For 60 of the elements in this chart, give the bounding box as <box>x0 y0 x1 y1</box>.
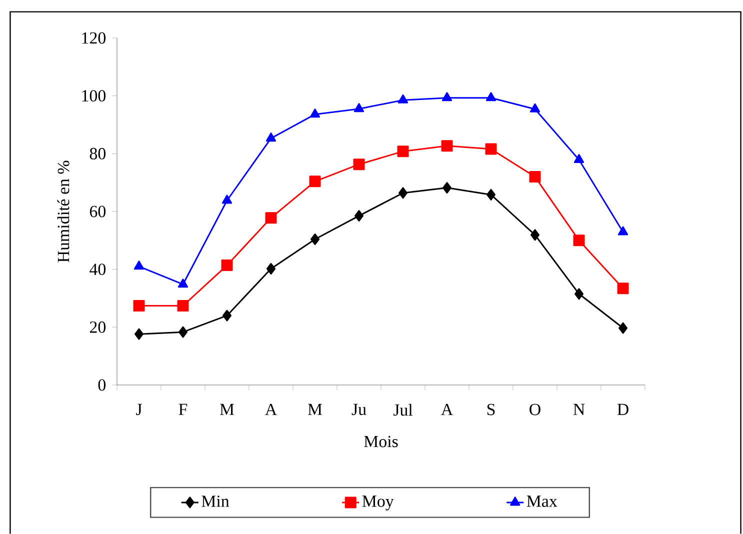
point <box>133 300 145 312</box>
legend-label: Moy <box>362 496 394 510</box>
point <box>178 278 188 288</box>
point <box>177 300 189 312</box>
x-tick-label: A <box>265 404 277 416</box>
point <box>134 260 144 270</box>
y-tick-label: 0 <box>98 379 106 391</box>
x-tick-label: J <box>136 404 142 416</box>
y-tick-label: 60 <box>90 206 106 218</box>
point <box>530 229 540 241</box>
x-tick-label: O <box>530 404 540 416</box>
point <box>310 233 320 245</box>
point <box>618 226 628 236</box>
point <box>265 212 277 224</box>
point <box>442 92 452 102</box>
x-axis-title: Mois <box>364 436 398 448</box>
point <box>266 132 276 142</box>
y-axis-title: Humidité en % <box>57 160 70 262</box>
point <box>354 210 364 222</box>
legend-label: Min <box>202 496 230 507</box>
point <box>310 108 320 118</box>
point <box>574 288 584 300</box>
point <box>486 188 496 200</box>
point <box>573 234 585 246</box>
x-tick-label: F <box>178 404 188 415</box>
x-tick-label: N <box>573 404 585 415</box>
point <box>398 94 408 104</box>
point <box>486 92 496 102</box>
point <box>617 282 629 294</box>
point <box>222 310 232 322</box>
x-tick-label: M <box>308 404 322 415</box>
point <box>530 103 540 112</box>
y-tick-label: 40 <box>90 264 106 276</box>
point <box>397 146 409 158</box>
point <box>221 260 233 272</box>
y-tick-label: 120 <box>82 32 106 44</box>
y-tick-label: 80 <box>90 148 106 160</box>
legend-label: Max <box>526 496 558 507</box>
point <box>529 171 541 183</box>
point <box>441 140 453 152</box>
x-tick-label: S <box>487 404 495 416</box>
y-tick-label: 20 <box>90 321 106 333</box>
y-tick-label: 100 <box>82 90 106 102</box>
x-tick-label: Jul <box>393 404 413 416</box>
point <box>398 187 408 199</box>
point <box>618 322 628 334</box>
x-tick-label: Ju <box>352 404 366 416</box>
point <box>266 262 276 274</box>
point <box>485 143 497 155</box>
point <box>178 326 188 338</box>
x-tick-label: A <box>441 404 453 416</box>
point <box>574 154 584 163</box>
point <box>222 194 232 204</box>
point <box>442 182 452 194</box>
x-tick-label: D <box>617 404 628 415</box>
point <box>353 158 365 170</box>
point <box>134 328 144 340</box>
point <box>354 103 364 112</box>
point <box>309 176 321 188</box>
x-tick-label: M <box>220 404 234 415</box>
